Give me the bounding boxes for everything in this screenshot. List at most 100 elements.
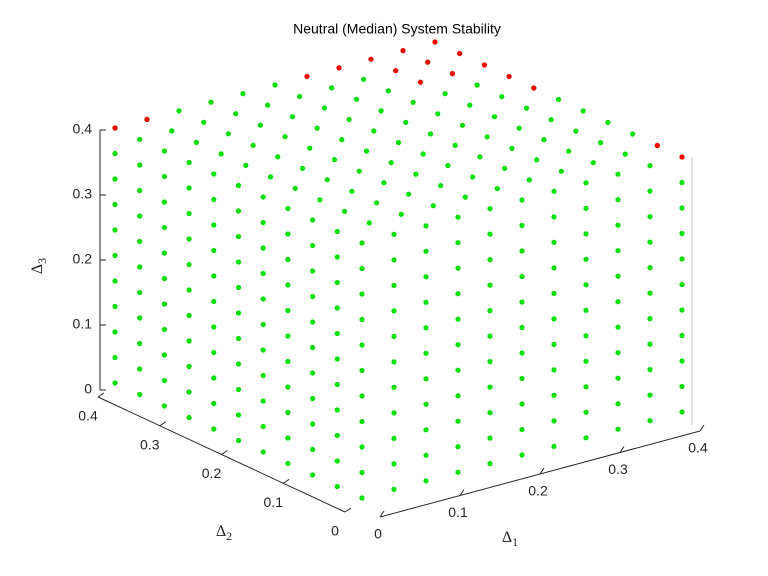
data-point [211, 426, 217, 432]
data-point [137, 187, 143, 194]
data-point [161, 275, 167, 282]
data-point [615, 273, 621, 279]
data-point [112, 303, 118, 310]
data-point [551, 214, 557, 220]
data-point [265, 102, 271, 108]
data-point [112, 380, 118, 386]
data-point [605, 119, 611, 126]
z-tick-label: 0.3 [73, 186, 93, 202]
x-tick-label: 0.3 [608, 461, 628, 477]
data-point [211, 222, 217, 228]
data-point [551, 265, 557, 271]
data-point [186, 287, 192, 293]
data-point [186, 312, 192, 319]
data-point [137, 366, 143, 372]
data-point [583, 384, 589, 390]
data-point [211, 273, 217, 279]
data-point [211, 196, 217, 203]
data-point [161, 301, 167, 307]
data-point [647, 239, 653, 245]
data-point [317, 197, 323, 203]
y-tick [221, 450, 228, 455]
data-point [555, 96, 562, 103]
data-point [583, 231, 589, 237]
data-point [647, 367, 653, 373]
data-point [622, 151, 628, 157]
data-point [359, 469, 365, 476]
data-point [334, 330, 340, 337]
data-point [423, 223, 429, 229]
data-point [630, 131, 636, 137]
data-point [112, 201, 118, 208]
data-point [391, 231, 397, 237]
data-point [260, 449, 266, 455]
data-point [551, 290, 557, 296]
data-point [297, 93, 303, 100]
data-point [647, 341, 653, 347]
axis-label-sub: 1 [512, 535, 518, 549]
data-point [459, 122, 466, 128]
data-point [235, 233, 242, 240]
data-point [455, 214, 461, 220]
data-point [487, 231, 493, 237]
data-point [573, 128, 579, 134]
data-point [583, 333, 589, 339]
data-point [583, 256, 589, 262]
data-point [161, 250, 167, 256]
data-point [391, 486, 397, 492]
data-point [615, 197, 621, 203]
data-point [462, 194, 468, 200]
data-point [474, 82, 480, 88]
data-point [615, 299, 621, 305]
data-point [445, 162, 451, 169]
data-point [519, 248, 525, 254]
data-point [186, 185, 192, 191]
data-point [371, 128, 377, 134]
data-point [679, 307, 685, 313]
data-point [112, 252, 118, 259]
data-point [391, 333, 397, 339]
data-point [137, 391, 143, 398]
data-point [186, 261, 192, 268]
data-point [161, 377, 167, 384]
x-tick [699, 424, 705, 432]
data-point [260, 194, 266, 200]
y-tick [97, 392, 105, 398]
data-point [398, 211, 404, 217]
data-point [455, 316, 461, 322]
data-point [679, 179, 685, 186]
data-point [647, 163, 653, 169]
data-point [285, 282, 291, 288]
data-point [112, 354, 118, 361]
data-point [615, 171, 621, 177]
data-point [395, 139, 402, 146]
data-point [551, 392, 557, 398]
data-point [260, 372, 266, 379]
data-point [235, 361, 242, 367]
data-point [272, 82, 278, 88]
data-point [615, 222, 621, 228]
data-point [321, 105, 327, 111]
data-point [615, 375, 621, 381]
data-point [334, 228, 340, 235]
data-point [346, 116, 352, 123]
data-point [235, 412, 242, 418]
data-point [679, 281, 685, 288]
data-point [449, 71, 455, 77]
data-point [583, 435, 589, 441]
data-point [615, 324, 621, 330]
data-point [336, 65, 342, 71]
data-point [260, 219, 266, 226]
data-point [285, 333, 291, 339]
data-point [647, 188, 653, 194]
data-point [260, 321, 266, 328]
data-point [406, 191, 412, 197]
data-point [161, 352, 167, 358]
data-point [494, 185, 500, 192]
data-point [455, 367, 461, 373]
data-point [310, 421, 316, 427]
data-point [285, 358, 291, 365]
data-point [112, 227, 118, 233]
data-point [299, 165, 306, 171]
data-point [310, 370, 316, 376]
